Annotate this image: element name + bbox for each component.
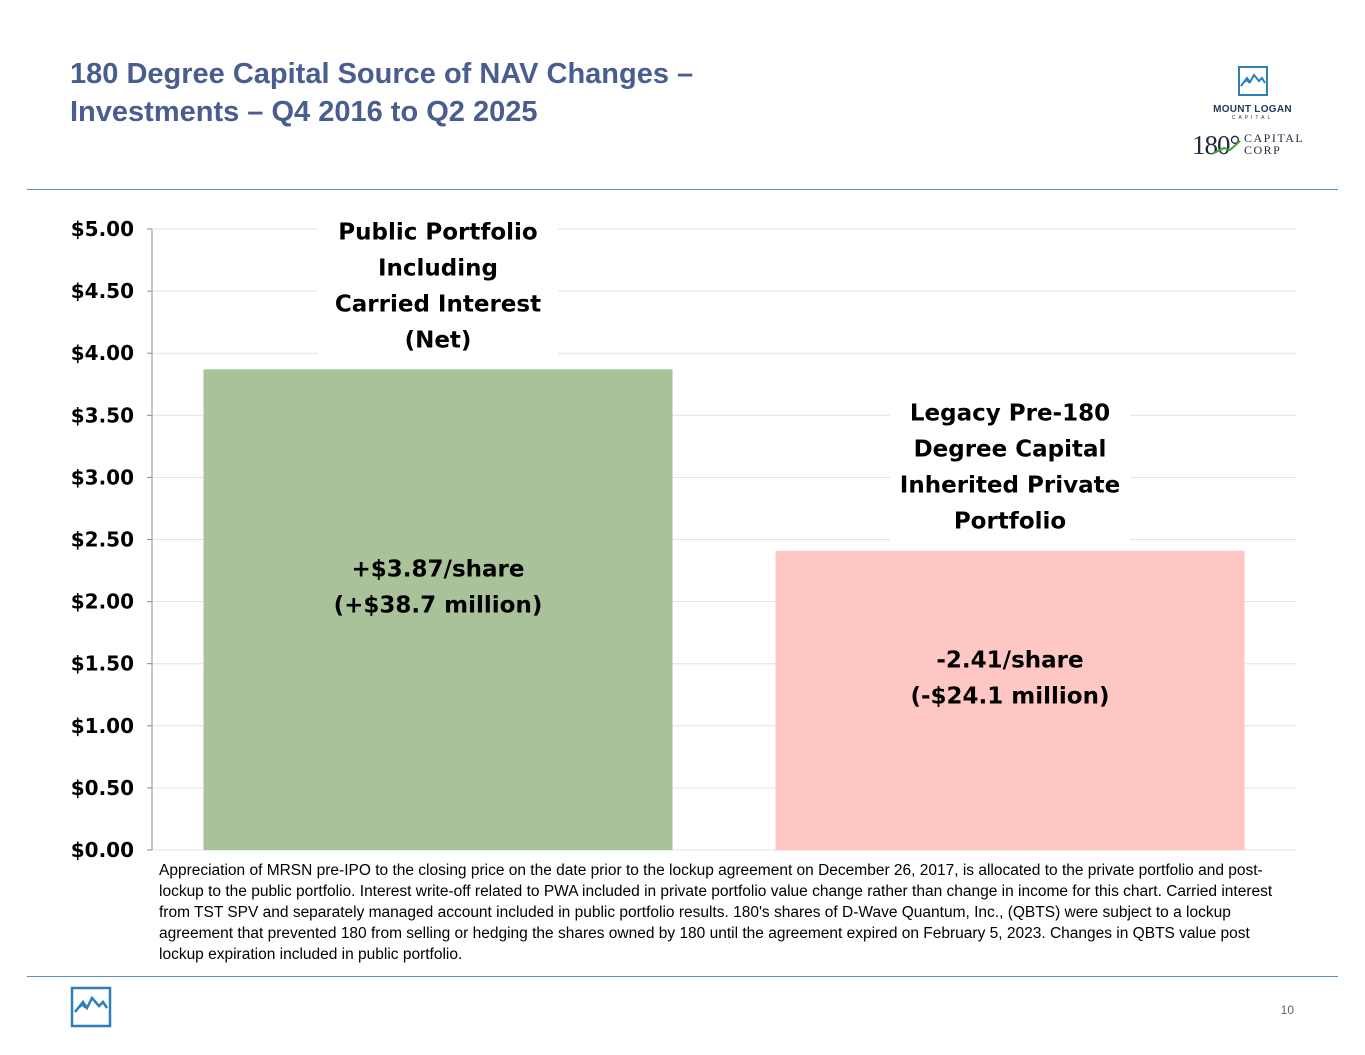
slide-title-line-2: Investments – Q4 2016 to Q2 2025 (70, 96, 538, 128)
data-label-line: +$3.87/share (352, 557, 525, 583)
180-logo-capital: CAPITAL (1244, 131, 1305, 145)
data-label-line: (-$24.1 million) (910, 683, 1109, 709)
page-number: 10 (1280, 1003, 1294, 1017)
category-label-backing (890, 392, 1130, 541)
180-capital-logo: 180° CAPITAL CORP (1192, 128, 1322, 162)
bar-1 (203, 369, 673, 850)
mount-logan-logo: MOUNT LOGAN CAPITAL (1205, 66, 1300, 121)
category-label-line: Carried Interest (335, 291, 541, 317)
180-logo-corp: CORP (1244, 143, 1282, 157)
category-label-line: Inherited Private (900, 473, 1120, 499)
y-axis-ticks: $0.00 $0.50 $1.00 $1.50 $2.00 $2.50 $3.00 $3.50… (71, 217, 152, 862)
mountain-icon (1237, 66, 1268, 96)
y-tick-label: $3.00 (71, 465, 134, 489)
footnote: Appreciation of MRSN pre-IPO to the clos… (159, 862, 1273, 963)
slide-title-line-1: 180 Degree Capital Source of NAV Changes… (70, 58, 694, 90)
y-tick-label: $4.00 (71, 341, 134, 365)
y-tick-label: $0.50 (71, 776, 134, 800)
y-tick-label: $0.00 (71, 838, 134, 862)
category-labels: Public Portfolio Including Carried Interes… (318, 211, 1130, 541)
arrow-icon (1211, 140, 1241, 155)
footer-divider (27, 976, 1338, 977)
category-label-line: Legacy Pre-180 (910, 401, 1110, 427)
y-tick-label: $1.50 (71, 652, 134, 676)
mount-logan-name: MOUNT LOGAN (1213, 104, 1292, 115)
data-labels: +$3.87/share (+$38.7 million) -2.41/share (… (334, 557, 1110, 710)
category-label-backing (318, 211, 558, 360)
180-logo-number: 180° (1192, 130, 1240, 160)
y-tick-label: $2.00 (71, 590, 134, 614)
y-tick-label: $5.00 (71, 217, 134, 241)
y-tick-label: $4.50 (71, 279, 134, 303)
slide-title: 180 Degree Capital Source of NAV Changes… (70, 55, 870, 131)
category-label-line: Degree Capital (914, 437, 1107, 463)
header-divider (27, 189, 1338, 190)
y-tick-label: $2.50 (71, 528, 134, 552)
data-label-line: (+$38.7 million) (334, 593, 543, 619)
bars (203, 369, 1245, 850)
data-label-1: +$3.87/share (+$38.7 million) (334, 557, 543, 619)
category-label-line: Portfolio (954, 509, 1066, 535)
category-label-line: (Net) (405, 327, 472, 353)
category-label-line: Including (378, 255, 498, 281)
y-tick-label: $3.50 (71, 403, 134, 427)
mountain-icon (70, 986, 112, 1028)
y-tick-label: $1.00 (71, 714, 134, 738)
data-label-2: -2.41/share (-$24.1 million) (910, 647, 1109, 709)
data-label-line: -2.41/share (936, 647, 1083, 673)
bar-2 (775, 550, 1245, 850)
category-label-line: Public Portfolio (338, 219, 537, 245)
mount-logan-sub: CAPITAL (1231, 115, 1274, 121)
category-label-1: Public Portfolio Including Carried Interes… (335, 219, 541, 353)
category-label-2: Legacy Pre-180 Degree Capital Inherited Pr… (900, 401, 1120, 535)
